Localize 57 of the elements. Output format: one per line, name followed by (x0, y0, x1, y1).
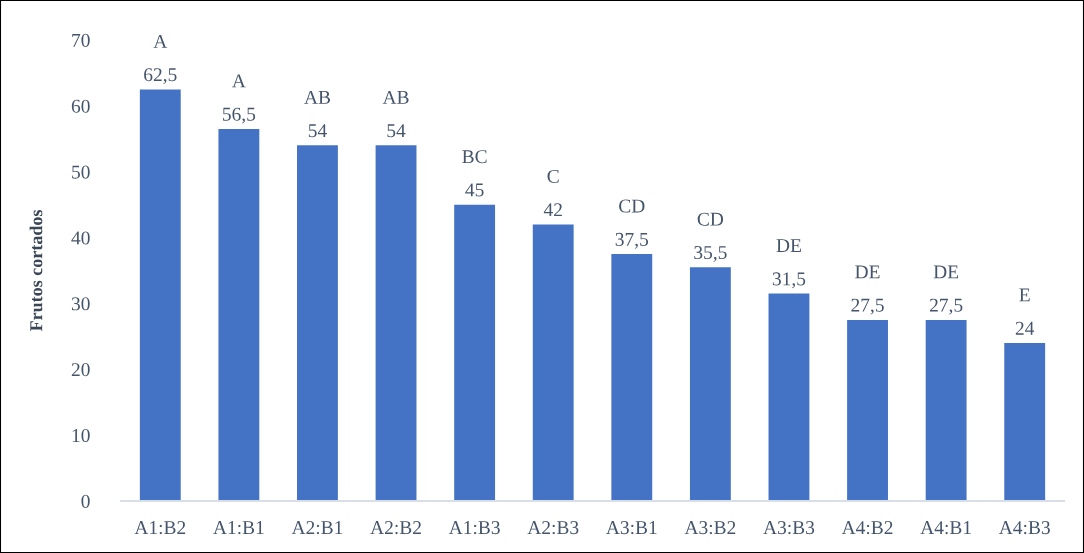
x-tick-label: A3:B3 (763, 521, 815, 535)
data-label: 27,5 (851, 298, 884, 315)
y-tick-label: 20 (71, 363, 90, 377)
annotation: BC (462, 150, 487, 164)
annotation: AB (382, 90, 409, 104)
data-label: 24 (1015, 321, 1035, 335)
bar (297, 145, 338, 501)
annotation: A (153, 34, 168, 48)
x-tick-label: A2:B1 (291, 521, 343, 535)
annotation: CD (619, 199, 645, 213)
y-tick-label: 60 (71, 99, 90, 113)
bar (925, 319, 967, 501)
data-label: 54 (308, 124, 327, 138)
x-tick-label: A3:B1 (606, 521, 657, 535)
annotation: AB (304, 90, 331, 104)
y-axis-title: Frutos cortados (29, 210, 43, 332)
data-label: 37,5 (615, 232, 649, 249)
data-label: 27,5 (929, 298, 963, 315)
bar (847, 319, 888, 501)
bar (689, 267, 731, 501)
data-label: 42 (543, 203, 562, 217)
bar (768, 293, 810, 501)
annotation: E (1019, 288, 1030, 302)
annotation: DE (776, 239, 801, 252)
bar (218, 128, 260, 501)
bar (375, 145, 417, 501)
data-label: 35,5 (694, 246, 727, 262)
bar (454, 204, 496, 501)
annotation: C (547, 169, 559, 183)
x-tick-label: A1:B2 (134, 521, 186, 535)
data-label: 31,5 (772, 272, 806, 289)
bar (532, 224, 574, 501)
annotation: DE (933, 265, 959, 279)
x-tick-label: A4:B1 (920, 521, 971, 535)
data-label: 62,5 (144, 68, 177, 85)
x-tick-label: A2:B3 (527, 521, 579, 535)
y-tick-label: 40 (71, 231, 90, 245)
bar (139, 89, 181, 501)
annotation: A (232, 74, 246, 88)
y-tick-label: 50 (72, 165, 90, 179)
x-tick-label: A2:B2 (370, 521, 421, 535)
annotation: CD (697, 212, 724, 226)
y-tick-label: 70 (72, 33, 90, 47)
y-tick-label: 10 (72, 428, 90, 443)
bar (611, 254, 653, 501)
bar (1004, 342, 1046, 501)
y-tick-label: 30 (71, 297, 90, 311)
x-tick-label: A1:B1 (213, 521, 264, 535)
x-tick-label: A4:B2 (841, 521, 893, 535)
x-tick-label: A3:B2 (684, 521, 736, 535)
data-label: 45 (465, 183, 484, 197)
data-label: 54 (387, 124, 406, 138)
x-tick-label: A4:B3 (998, 521, 1050, 535)
y-tick-label: 0 (81, 494, 90, 508)
data-label: 56,5 (222, 107, 256, 124)
x-tick-label: A1:B3 (448, 521, 500, 535)
annotation: DE (855, 265, 880, 279)
